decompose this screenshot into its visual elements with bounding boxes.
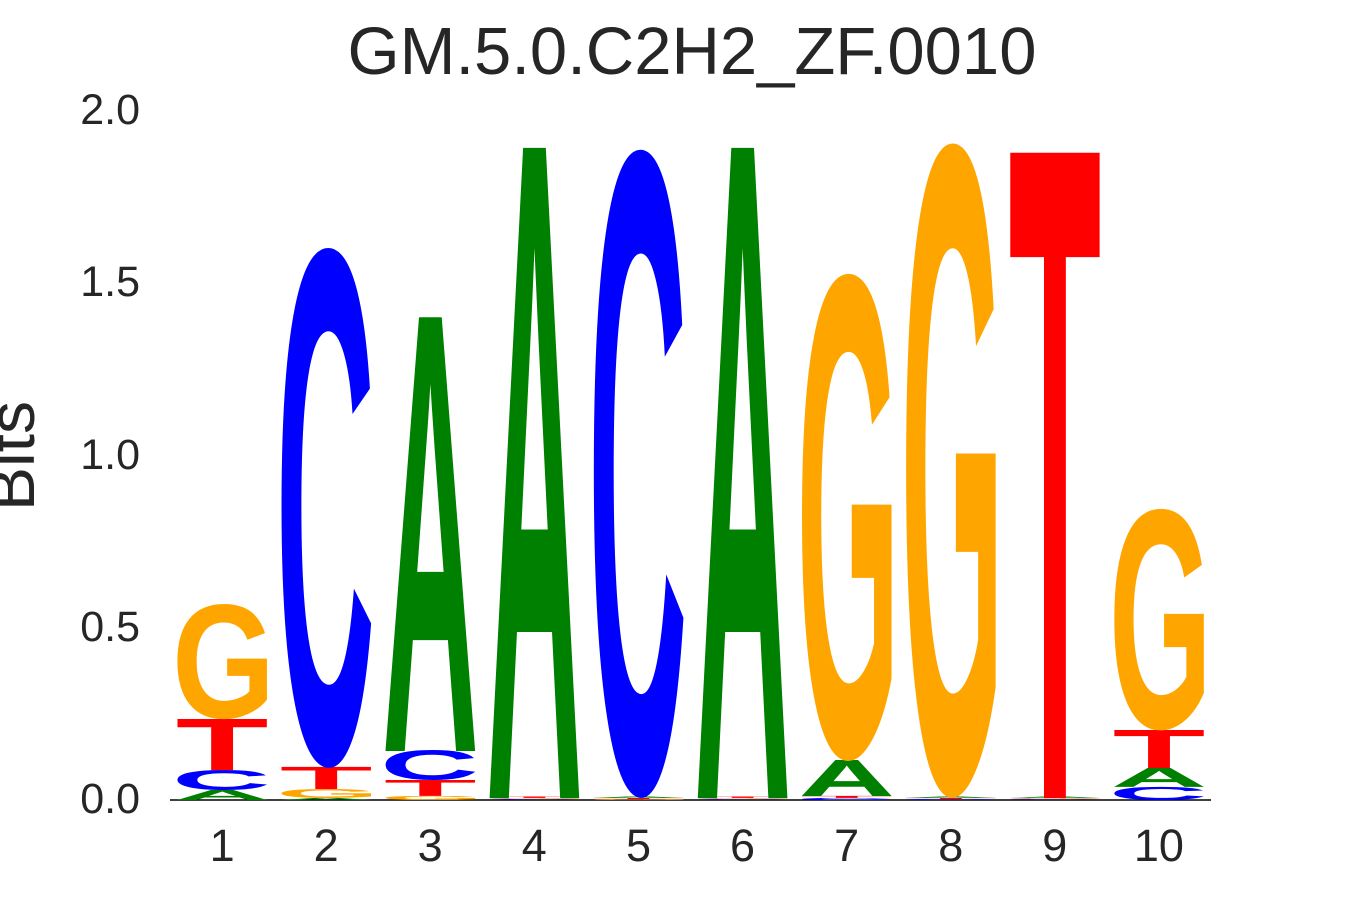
svg-text:0.0: 0.0 (80, 775, 140, 823)
svg-text:T: T (1009, 0, 1102, 900)
svg-text:A: A (486, 0, 582, 900)
svg-text:2.0: 2.0 (80, 86, 140, 134)
svg-text:1: 1 (210, 820, 235, 871)
svg-text:10: 10 (1134, 820, 1184, 871)
svg-text:1.0: 1.0 (80, 431, 140, 479)
svg-text:G: G (901, 0, 1004, 900)
svg-text:G: G (1109, 444, 1212, 794)
svg-text:G: G (172, 572, 275, 753)
svg-text:A: A (694, 0, 790, 900)
svg-text:A: A (382, 180, 478, 886)
svg-text:Bits: Bits (0, 401, 48, 511)
svg-text:C: C (588, 0, 687, 900)
svg-text:1.5: 1.5 (80, 258, 140, 306)
svg-text:0.5: 0.5 (80, 603, 140, 651)
svg-text:G: G (797, 132, 900, 900)
svg-text:C: C (276, 96, 375, 900)
